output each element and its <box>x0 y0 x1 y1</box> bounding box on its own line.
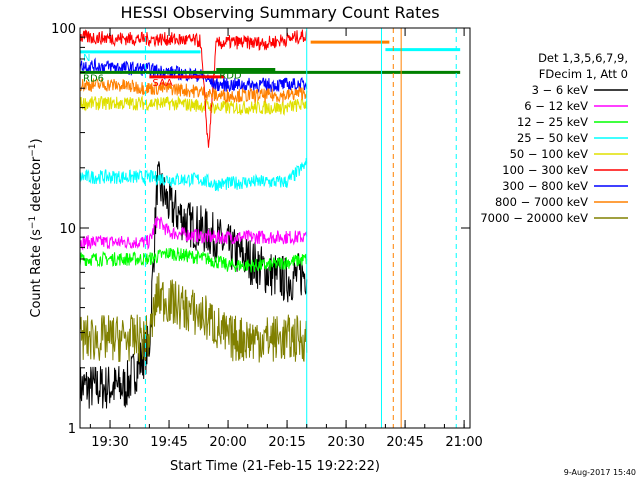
series-line-5 <box>79 95 308 116</box>
y-tick-label-3: 100 <box>51 22 76 37</box>
x-tick-label-6: 20:45 <box>386 435 423 450</box>
legend-label-2: 6 − 12 keV <box>524 99 588 113</box>
y-tick-label-1: 1 <box>68 422 76 437</box>
legend-label-9: 7000 − 20000 keV <box>480 211 588 225</box>
series-line-7 <box>79 57 308 94</box>
legend-label-8: 800 − 7000 keV <box>495 195 588 209</box>
flag-label-4: RDD <box>219 71 242 82</box>
x-axis: 19:30 19:45 20:00 20:15 20:30 20:45 21:00 <box>89 28 483 450</box>
legend-label-4: 25 − 50 keV <box>517 131 588 145</box>
legend-header-line-1: Det 1,3,5,6,7,9, <box>538 51 628 65</box>
series-line-3 <box>79 247 308 273</box>
series-line-8 <box>79 77 308 105</box>
legend-label-6: 100 − 300 keV <box>502 163 588 177</box>
legend: Det 1,3,5,6,7,9, FDecim 1, Att 0 3 − 6 k… <box>480 51 628 225</box>
legend-label-5: 50 − 100 keV <box>510 147 589 161</box>
y-axis-label: Count Rate (s−1 detector−1) <box>28 138 44 317</box>
x-axis-label: Start Time (21-Feb-15 19:22:22) <box>170 459 380 474</box>
y-tick-label-2: 10 <box>59 222 76 237</box>
series-line-9 <box>79 272 308 363</box>
series-line-2 <box>79 216 308 251</box>
x-tick-label-4: 20:15 <box>268 435 305 450</box>
series-line-4 <box>79 157 308 192</box>
legend-header-line-2: FDecim 1, Att 0 <box>539 67 628 81</box>
x-tick-label-7: 21:00 <box>445 435 482 450</box>
footer-timestamp: 9-Aug-2017 15:40 <box>564 468 636 477</box>
flag-label-2: SAA <box>152 78 173 89</box>
x-tick-label-5: 20:30 <box>327 435 364 450</box>
x-tick-label-3: 20:00 <box>209 435 246 450</box>
y-axis: 1 10 100 <box>51 22 470 437</box>
legend-label-7: 300 − 800 keV <box>502 179 588 193</box>
x-tick-label-2: 19:45 <box>150 435 187 450</box>
x-tick-label-1: 19:30 <box>91 435 128 450</box>
legend-label-3: 12 − 25 keV <box>517 115 588 129</box>
legend-label-1: 3 − 6 keV <box>532 83 589 97</box>
flag-label-3: RD6 <box>83 73 104 84</box>
chart-title: HESSI Observing Summary Count Rates <box>120 3 439 22</box>
series-line-6 <box>79 29 308 148</box>
flag-label-1: N <box>83 53 90 64</box>
series-line-1 <box>79 161 308 412</box>
plot-area: N SAA RD6 RDD <box>79 28 461 428</box>
